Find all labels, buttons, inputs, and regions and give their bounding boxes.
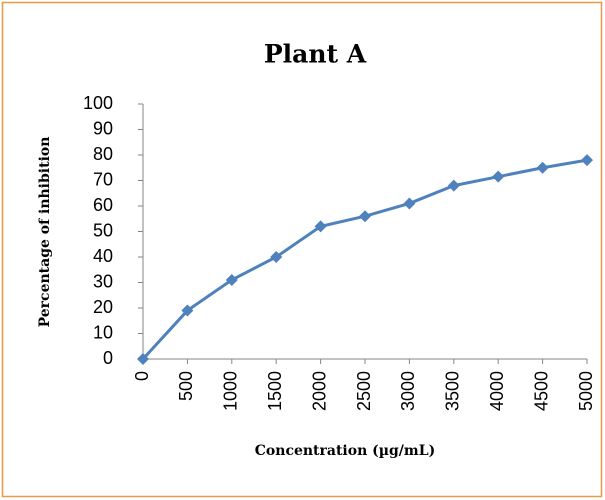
point-marker — [403, 197, 416, 210]
x-tick-label: 5000 — [576, 371, 596, 411]
x-tick-label: 4500 — [531, 371, 551, 411]
y-tick-label: 20 — [93, 297, 113, 317]
y-tick-label: 30 — [93, 271, 113, 291]
chart-title: Plant A — [264, 40, 367, 69]
y-axis-label: Percentage of inhibition — [37, 137, 53, 328]
point-marker — [581, 154, 593, 167]
x-tick-label: 500 — [176, 371, 196, 401]
point-marker — [225, 273, 238, 286]
x-tick-label: 4000 — [487, 371, 507, 411]
y-tick-label: 40 — [93, 246, 113, 266]
point-marker — [492, 170, 505, 183]
point-marker — [137, 353, 149, 365]
point-marker — [270, 251, 283, 263]
x-tick-label: 1500 — [265, 371, 285, 411]
point-marker — [314, 220, 327, 233]
x-tick-label: 1000 — [221, 371, 241, 411]
y-tick-label: 100 — [83, 93, 113, 113]
y-tick-label: 70 — [93, 169, 113, 189]
point-marker — [536, 161, 549, 174]
x-tick-label: 2500 — [354, 371, 374, 411]
y-tick-label: 90 — [93, 118, 113, 138]
x-tick-label: 3500 — [443, 371, 463, 411]
point-marker — [181, 304, 194, 317]
x-axis-label: Concentration (µg/mL) — [255, 443, 435, 459]
y-tick-label: 60 — [93, 195, 113, 215]
y-tick-label: 50 — [93, 220, 113, 240]
y-tick-label: 0 — [103, 348, 113, 368]
x-tick-label: 3000 — [398, 371, 418, 411]
point-marker — [359, 210, 371, 223]
point-marker — [447, 179, 460, 192]
x-tick-label: 0 — [132, 371, 152, 381]
y-tick-label: 10 — [93, 322, 113, 342]
x-tick-label: 2000 — [309, 371, 329, 411]
y-tick-label: 80 — [93, 144, 113, 164]
